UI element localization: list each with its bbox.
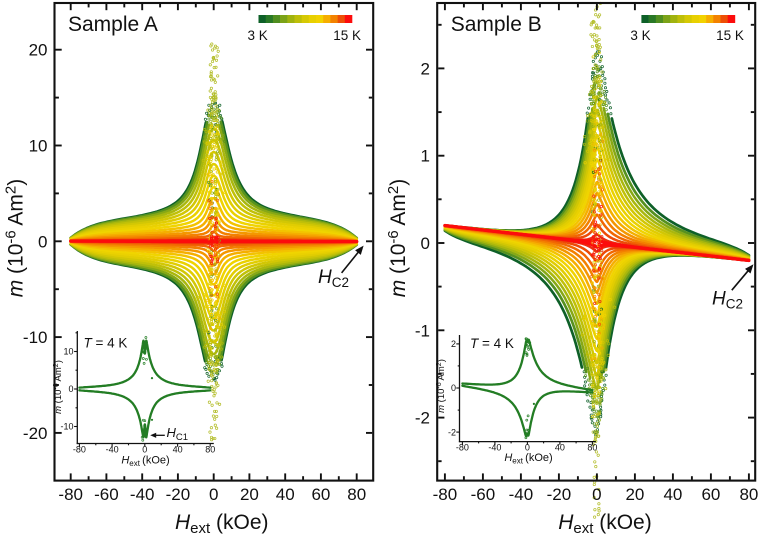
svg-text:T = 4 K: T = 4 K bbox=[84, 336, 128, 351]
svg-text:2: 2 bbox=[421, 59, 430, 78]
svg-text:-20: -20 bbox=[23, 424, 48, 443]
svg-text:3 K: 3 K bbox=[630, 28, 650, 43]
svg-text:40: 40 bbox=[276, 485, 295, 504]
svg-text:-2: -2 bbox=[448, 427, 456, 437]
svg-text:-10: -10 bbox=[23, 328, 48, 347]
svg-text:0: 0 bbox=[68, 384, 73, 394]
svg-text:m (10-6 Am2): m (10-6 Am2) bbox=[53, 360, 64, 414]
svg-text:-20: -20 bbox=[547, 485, 572, 504]
svg-text:20: 20 bbox=[625, 485, 644, 504]
svg-text:60: 60 bbox=[701, 485, 720, 504]
svg-text:0: 0 bbox=[451, 383, 456, 393]
svg-text:-40: -40 bbox=[509, 485, 534, 504]
svg-text:3 K: 3 K bbox=[248, 28, 268, 43]
svg-text:80: 80 bbox=[587, 443, 597, 453]
svg-text:-40: -40 bbox=[106, 445, 119, 455]
svg-text:m (10-6 Am2): m (10-6 Am2) bbox=[385, 179, 410, 298]
svg-text:10: 10 bbox=[63, 347, 73, 357]
svg-text:-20: -20 bbox=[166, 485, 191, 504]
svg-text:m (10-6 Am2): m (10-6 Am2) bbox=[436, 359, 447, 413]
svg-text:-40: -40 bbox=[488, 443, 501, 453]
svg-text:80: 80 bbox=[739, 485, 758, 504]
svg-text:80: 80 bbox=[347, 485, 366, 504]
svg-text:-80: -80 bbox=[73, 445, 86, 455]
svg-text:15 K: 15 K bbox=[716, 28, 744, 43]
svg-text:1: 1 bbox=[421, 147, 430, 166]
svg-text:-80: -80 bbox=[58, 485, 83, 504]
svg-text:-60: -60 bbox=[471, 485, 496, 504]
svg-text:80: 80 bbox=[205, 445, 215, 455]
svg-text:Hext (kOe): Hext (kOe) bbox=[121, 455, 169, 469]
svg-text:15 K: 15 K bbox=[333, 28, 361, 43]
svg-text:40: 40 bbox=[173, 445, 183, 455]
svg-text:-1: -1 bbox=[415, 321, 430, 340]
svg-text:20: 20 bbox=[29, 41, 48, 60]
svg-text:-2: -2 bbox=[415, 409, 430, 428]
svg-text:0: 0 bbox=[525, 443, 530, 453]
svg-text:60: 60 bbox=[311, 485, 330, 504]
svg-text:0: 0 bbox=[38, 232, 47, 251]
svg-text:40: 40 bbox=[663, 485, 682, 504]
svg-text:-40: -40 bbox=[130, 485, 155, 504]
svg-text:0: 0 bbox=[209, 485, 218, 504]
svg-text:0: 0 bbox=[592, 485, 601, 504]
svg-text:Hext (kOe): Hext (kOe) bbox=[558, 511, 652, 537]
svg-text:T = 4 K: T = 4 K bbox=[470, 336, 514, 351]
svg-text:Hext (kOe): Hext (kOe) bbox=[175, 511, 269, 537]
svg-text:-80: -80 bbox=[456, 443, 469, 453]
svg-text:Sample B: Sample B bbox=[451, 13, 542, 36]
svg-text:0: 0 bbox=[421, 234, 430, 253]
svg-text:m (10-6 Am2): m (10-6 Am2) bbox=[3, 179, 28, 298]
svg-text:-10: -10 bbox=[60, 422, 73, 432]
svg-text:-80: -80 bbox=[433, 485, 458, 504]
svg-text:Sample A: Sample A bbox=[68, 13, 158, 36]
svg-text:0: 0 bbox=[142, 445, 147, 455]
svg-text:20: 20 bbox=[240, 485, 259, 504]
svg-text:2: 2 bbox=[451, 339, 456, 349]
svg-text:10: 10 bbox=[29, 137, 48, 156]
svg-text:-60: -60 bbox=[94, 485, 119, 504]
svg-text:40: 40 bbox=[555, 443, 565, 453]
svg-text:Hext (kOe): Hext (kOe) bbox=[504, 452, 552, 466]
